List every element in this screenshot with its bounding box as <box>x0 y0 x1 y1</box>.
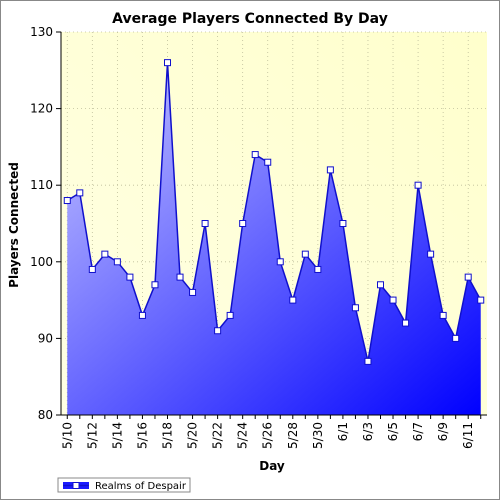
data-point <box>264 158 272 166</box>
axes <box>60 32 487 416</box>
chart-title: Average Players Connected By Day <box>112 11 388 27</box>
data-point <box>289 296 297 304</box>
x-tick-label: 6/11 <box>461 422 475 449</box>
data-point <box>113 258 121 266</box>
data-point <box>402 319 410 327</box>
y-tick-label: 90 <box>38 331 53 345</box>
data-point <box>88 265 96 273</box>
legend-label: Realms of Despair <box>95 481 187 492</box>
legend-box <box>57 477 191 493</box>
data-point <box>276 258 284 266</box>
data-point <box>389 296 397 304</box>
x-tick-label: 6/1 <box>336 422 350 441</box>
series-line <box>66 62 482 362</box>
x-tick-label: 6/5 <box>386 422 400 441</box>
series-area <box>66 62 482 415</box>
data-point <box>351 304 359 312</box>
data-point <box>314 265 322 273</box>
y-tick-label: 130 <box>30 25 53 39</box>
data-point <box>201 220 209 227</box>
data-point <box>377 281 384 289</box>
y-axis-title: Players Connected <box>7 162 21 288</box>
x-tick-label: 6/3 <box>361 422 375 441</box>
data-point <box>101 250 109 258</box>
data-point <box>126 273 134 281</box>
series-area-fill <box>67 62 481 415</box>
x-tick-label: 5/22 <box>211 422 225 449</box>
data-point <box>477 296 485 304</box>
data-point <box>364 357 372 365</box>
data-point <box>452 334 460 342</box>
data-point <box>138 311 146 319</box>
legend: Realms of Despair <box>57 477 191 493</box>
x-tick-label: 5/24 <box>236 422 250 449</box>
y-tick-label: 100 <box>30 255 53 269</box>
y-tick-label: 110 <box>30 178 53 192</box>
data-point <box>427 250 435 258</box>
data-point <box>151 281 159 289</box>
y-tick-label: 80 <box>38 408 53 422</box>
x-axis-title: Day <box>259 459 285 473</box>
data-point <box>76 189 84 197</box>
data-point <box>63 197 71 205</box>
y-tick-labels: 80 90 100 110 120 130 <box>30 25 61 422</box>
data-point <box>214 327 222 335</box>
x-tick-label: 5/20 <box>186 422 200 449</box>
data-point <box>226 311 234 319</box>
x-tick-label: 5/30 <box>311 422 325 449</box>
x-tick-label: 5/28 <box>286 422 300 449</box>
series-markers <box>63 59 485 365</box>
x-tick-label: 5/26 <box>261 422 275 449</box>
x-tick-labels: 5/10 5/12 5/14 5/16 5/18 5/20 5/22 5/24 5/26 5/28… <box>60 415 482 449</box>
data-point <box>326 166 334 174</box>
data-point <box>176 273 184 281</box>
x-tick-label: 5/10 <box>60 422 74 449</box>
x-tick-label: 6/7 <box>411 422 425 441</box>
data-point <box>339 220 347 227</box>
data-point <box>439 311 447 319</box>
x-tick-label: 6/9 <box>436 422 450 441</box>
x-tick-label: 5/12 <box>85 422 99 449</box>
data-point <box>164 59 171 67</box>
data-point <box>189 288 197 296</box>
data-point <box>414 181 422 189</box>
data-point <box>239 220 247 227</box>
data-point <box>301 250 309 258</box>
y-tick-label: 120 <box>30 102 53 116</box>
x-tick-label: 5/16 <box>135 422 149 449</box>
x-tick-label: 5/18 <box>161 422 175 449</box>
x-tick-label: 5/14 <box>110 422 124 449</box>
legend-marker <box>72 482 80 489</box>
data-point <box>464 273 472 281</box>
data-point <box>251 151 259 159</box>
